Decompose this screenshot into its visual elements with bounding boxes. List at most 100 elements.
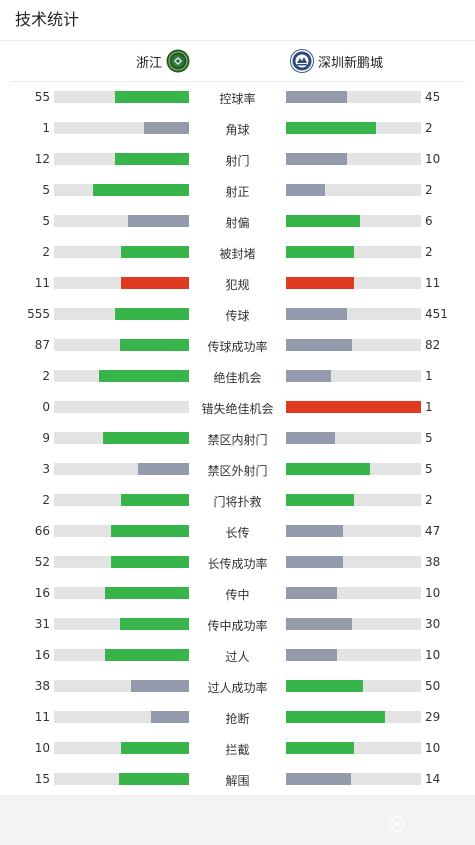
home-bar-track: [54, 246, 189, 258]
away-value: 47: [425, 524, 441, 538]
away-bar-fill: [286, 122, 376, 134]
stat-label: 被封堵: [219, 247, 256, 261]
stat-label: 门将扑救: [213, 495, 262, 509]
watermark: [388, 815, 406, 833]
away-bar-fill: [286, 680, 363, 692]
away-bar-track: [286, 339, 421, 351]
away-team-name: 深圳新鹏城: [318, 55, 384, 71]
away-value: 6: [425, 214, 433, 228]
away-value: 50: [425, 679, 441, 693]
away-bar-track: [286, 680, 421, 692]
home-bar-track: [54, 91, 189, 103]
stat-row: 55 控球率 45: [0, 82, 475, 113]
stat-row: 5 射偏 6: [0, 206, 475, 237]
home-value: 5: [42, 183, 50, 197]
away-bar-fill: [286, 432, 335, 444]
home-value: 2: [42, 369, 50, 383]
home-bar-fill: [121, 742, 189, 754]
stat-label: 过人: [225, 650, 250, 664]
away-bar-track: [286, 277, 421, 289]
away-value: 82: [425, 338, 441, 352]
away-bar-fill: [286, 370, 331, 382]
away-value: 2: [425, 245, 433, 259]
away-bar-track: [286, 184, 421, 196]
home-bar-track: [54, 432, 189, 444]
stat-row: 38 过人成功率 50: [0, 671, 475, 702]
away-value: 1: [425, 369, 433, 383]
home-value: 11: [34, 276, 50, 290]
teams-divider: [10, 81, 465, 82]
away-bar-track: [286, 215, 421, 227]
stat-label: 禁区内射门: [207, 433, 268, 447]
home-value: 0: [42, 400, 50, 414]
stat-label: 解围: [225, 774, 250, 788]
away-bar-track: [286, 525, 421, 537]
home-bar-fill: [121, 494, 189, 506]
gear-icon: [389, 816, 405, 832]
stat-row: 12 射门 10: [0, 144, 475, 175]
home-value: 1: [42, 121, 50, 135]
away-bar-track: [286, 494, 421, 506]
stat-label: 过人成功率: [207, 681, 268, 695]
stat-row: 15 解围 14: [0, 764, 475, 795]
away-value: 2: [425, 493, 433, 507]
home-bar-fill: [115, 308, 189, 320]
away-bar-fill: [286, 215, 360, 227]
home-bar-track: [54, 215, 189, 227]
stat-label: 射门: [225, 154, 250, 168]
stat-row: 5 射正 2: [0, 175, 475, 206]
stat-label: 禁区外射门: [207, 464, 268, 478]
stat-label: 传球成功率: [207, 340, 268, 354]
home-bar-track: [54, 742, 189, 754]
home-value: 38: [34, 679, 50, 693]
away-value: 10: [425, 741, 441, 755]
home-team[interactable]: 浙江: [136, 49, 190, 73]
away-value: 11: [425, 276, 441, 290]
away-value: 1: [425, 400, 433, 414]
home-bar-fill: [99, 370, 189, 382]
stat-row: 2 绝佳机会 1: [0, 361, 475, 392]
away-value: 2: [425, 183, 433, 197]
home-bar-track: [54, 680, 189, 692]
stat-label: 犯规: [225, 278, 250, 292]
stat-label: 传中成功率: [207, 619, 268, 633]
home-value: 31: [34, 617, 50, 631]
away-value: 451: [425, 307, 448, 321]
home-team-logo: [166, 49, 190, 73]
away-bar-track: [286, 432, 421, 444]
home-bar-fill: [121, 246, 189, 258]
away-value: 5: [425, 431, 433, 445]
home-bar-fill: [119, 773, 189, 785]
away-bar-fill: [286, 556, 343, 568]
stat-label: 拦截: [225, 743, 250, 757]
away-bar-track: [286, 153, 421, 165]
away-bar-track: [286, 246, 421, 258]
home-value: 15: [34, 772, 50, 786]
stat-row: 2 被封堵 2: [0, 237, 475, 268]
home-bar-track: [54, 587, 189, 599]
away-bar-fill: [286, 277, 354, 289]
home-bar-track: [54, 773, 189, 785]
away-bar-fill: [286, 339, 352, 351]
home-value: 11: [34, 710, 50, 724]
away-bar-fill: [286, 308, 347, 320]
stat-row: 87 传球成功率 82: [0, 330, 475, 361]
away-team[interactable]: 深圳新鹏城: [290, 49, 383, 73]
home-team-name: 浙江: [135, 55, 162, 71]
home-bar-track: [54, 277, 189, 289]
stat-row: 10 拦截 10: [0, 733, 475, 764]
away-bar-track: [286, 370, 421, 382]
away-bar-fill: [286, 618, 352, 630]
home-value: 2: [42, 493, 50, 507]
stat-row: 52 长传成功率 38: [0, 547, 475, 578]
home-bar-track: [54, 339, 189, 351]
away-value: 2: [425, 121, 433, 135]
away-bar-track: [286, 401, 421, 413]
home-bar-fill: [105, 587, 189, 599]
page-title: 技术统计: [15, 10, 80, 29]
away-bar-fill: [286, 153, 347, 165]
away-value: 38: [425, 555, 441, 569]
stat-label: 错失绝佳机会: [201, 402, 274, 416]
home-bar-track: [54, 370, 189, 382]
home-bar-fill: [115, 91, 189, 103]
